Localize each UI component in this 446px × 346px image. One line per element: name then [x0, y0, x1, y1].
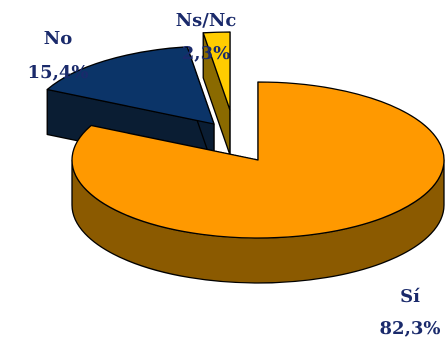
slice-value-no: 15,4% — [28, 62, 89, 83]
slice-label-si: Sí — [400, 286, 420, 307]
pie-slices — [46, 31, 445, 284]
slice-label-no: No — [44, 28, 72, 49]
slice-nsnc — [202, 31, 231, 156]
slice-value-si: 82,3% — [380, 318, 441, 339]
slice-value-nsnc: 2,3% — [182, 43, 230, 64]
slice-label-nsnc: Ns/Nc — [176, 10, 237, 31]
slice-si — [71, 81, 445, 284]
